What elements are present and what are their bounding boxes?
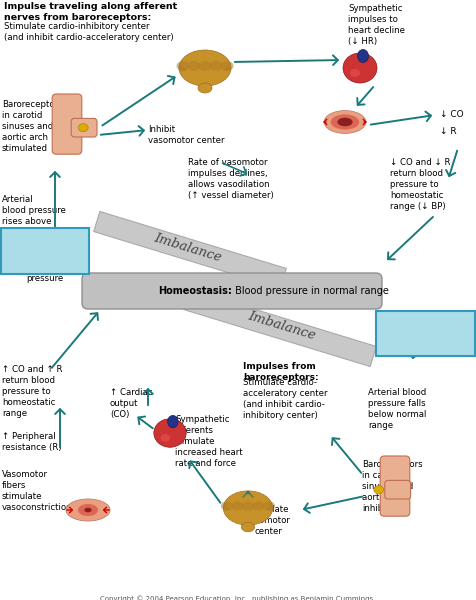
FancyBboxPatch shape: [379, 456, 409, 516]
Text: Baroreceptors
in carotid
sinuses and
aortic arch
stimulated: Baroreceptors in carotid sinuses and aor…: [2, 100, 62, 154]
FancyBboxPatch shape: [71, 118, 97, 137]
Ellipse shape: [373, 485, 383, 494]
Ellipse shape: [167, 415, 178, 428]
Text: Arterial blood
pressure falls
below normal
range: Arterial blood pressure falls below norm…: [367, 388, 426, 430]
Text: Homeostasis:: Homeostasis:: [158, 286, 231, 296]
Ellipse shape: [209, 61, 222, 71]
Text: Stimulate
vasomotor
center: Stimulate vasomotor center: [245, 505, 290, 536]
Ellipse shape: [160, 434, 169, 442]
Text: Impulses from
baroreceptors:: Impulses from baroreceptors:: [242, 362, 318, 382]
Ellipse shape: [84, 508, 91, 512]
Ellipse shape: [342, 53, 376, 83]
Text: ↓ CO: ↓ CO: [439, 110, 463, 119]
Ellipse shape: [241, 501, 254, 511]
Text: ↑ Peripheral
resistance (R): ↑ Peripheral resistance (R): [2, 432, 61, 452]
FancyBboxPatch shape: [376, 311, 475, 355]
Text: Sympathetic
efferents
stimulate
increased heart
rate and force: Sympathetic efferents stimulate increase…: [175, 415, 242, 469]
Bar: [93, 211, 286, 289]
Text: ↑ Cardiac
output
(CO): ↑ Cardiac output (CO): [110, 388, 152, 419]
Ellipse shape: [220, 61, 233, 71]
Text: Vasomotor
fibers
stimulate
vasoconstriction: Vasomotor fibers stimulate vasoconstrict…: [2, 470, 72, 512]
FancyBboxPatch shape: [82, 273, 381, 309]
FancyBboxPatch shape: [1, 227, 89, 274]
Text: Stimulate cardio-
acceleratory center
(and inhibit cardio-
inhibitory center): Stimulate cardio- acceleratory center (a…: [242, 378, 327, 420]
Text: Arterial
blood pressure
rises above
normal range: Arterial blood pressure rises above norm…: [2, 195, 66, 237]
Ellipse shape: [78, 124, 88, 132]
Text: ↓ CO and ↓ R
return blood
pressure to
homeostatic
range (↓ BP): ↓ CO and ↓ R return blood pressure to ho…: [389, 158, 449, 211]
Ellipse shape: [180, 53, 228, 73]
Ellipse shape: [223, 491, 272, 525]
Ellipse shape: [66, 499, 110, 521]
Ellipse shape: [231, 501, 243, 511]
Text: Stimulus:
Rising blood
pressure: Stimulus: Rising blood pressure: [19, 252, 71, 283]
FancyBboxPatch shape: [384, 481, 410, 499]
Text: Imbalance: Imbalance: [152, 232, 223, 265]
Text: ↑ CO and ↑ R
return blood
pressure to
homeostatic
range: ↑ CO and ↑ R return blood pressure to ho…: [2, 365, 62, 418]
Ellipse shape: [330, 115, 358, 130]
Ellipse shape: [252, 501, 264, 511]
Text: Inhibit
vasomotor center: Inhibit vasomotor center: [148, 125, 224, 145]
Ellipse shape: [78, 504, 98, 516]
Ellipse shape: [225, 494, 270, 513]
Text: ↓ R: ↓ R: [439, 127, 456, 136]
Bar: [183, 289, 376, 367]
Ellipse shape: [176, 61, 189, 71]
Ellipse shape: [357, 49, 368, 62]
Text: Impulse traveling along afferent
nerves from baroreceptors:: Impulse traveling along afferent nerves …: [4, 2, 177, 22]
Text: Rate of vasomotor
impulses declines,
allows vasodilation
(↑ vessel diameter): Rate of vasomotor impulses declines, all…: [188, 158, 273, 200]
Ellipse shape: [187, 61, 200, 71]
Ellipse shape: [262, 501, 275, 511]
Ellipse shape: [337, 118, 352, 126]
Ellipse shape: [178, 50, 230, 86]
FancyBboxPatch shape: [52, 94, 81, 154]
Text: Stimulate cardio-inhibitory center
(and inhibit cardio-acceleratory center): Stimulate cardio-inhibitory center (and …: [4, 22, 173, 42]
Ellipse shape: [349, 69, 359, 77]
Text: Stimulus:
Declining
blood pressure: Stimulus: Declining blood pressure: [393, 316, 457, 347]
Text: Blood pressure in normal range: Blood pressure in normal range: [231, 286, 388, 296]
Text: Baroreceptors
in carotid
sinuses and
aortic arch
inhibited: Baroreceptors in carotid sinuses and aor…: [361, 460, 422, 514]
Ellipse shape: [241, 522, 254, 532]
Text: Copyright © 2004 Pearson Education, Inc., publishing as Benjamin Cummings.: Copyright © 2004 Pearson Education, Inc.…: [100, 595, 375, 600]
Ellipse shape: [323, 110, 365, 133]
Ellipse shape: [198, 83, 211, 93]
Text: Sympathetic
impulses to
heart decline
(↓ HR): Sympathetic impulses to heart decline (↓…: [347, 4, 404, 46]
Ellipse shape: [198, 61, 211, 71]
Ellipse shape: [220, 501, 233, 511]
Text: Imbalance: Imbalance: [246, 310, 317, 343]
Ellipse shape: [154, 419, 186, 447]
